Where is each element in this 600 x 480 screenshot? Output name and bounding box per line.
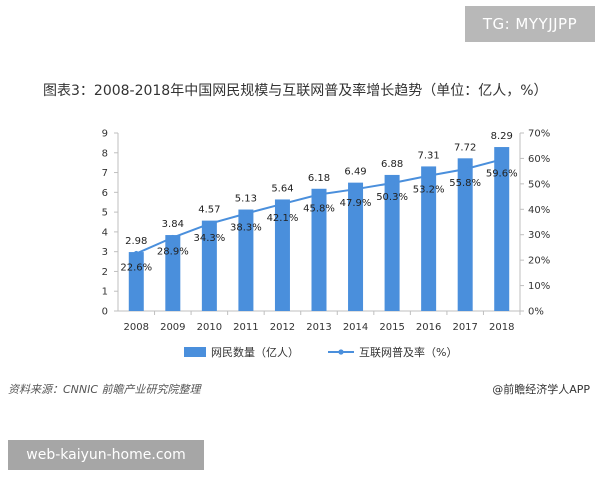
left-axis-tick-label: 6 (102, 188, 108, 199)
watermark-tag-top: TG: MYYJJPP (465, 6, 595, 42)
source-note: 资料来源：CNNIC 前瞻产业研究院整理 (8, 383, 201, 396)
watermark-tag-bottom: web-kaiyun-home.com (8, 440, 204, 470)
bar-value-label: 2.98 (125, 236, 147, 247)
line-value-label: 42.1% (267, 213, 299, 224)
line-value-label: 59.6% (486, 168, 518, 179)
legend-bar-label: 网民数量（亿人） (211, 346, 299, 359)
line-point (279, 201, 286, 207)
bar (348, 182, 364, 311)
left-axis-tick-label: 2 (102, 267, 108, 278)
right-axis-tick-label: 40% (528, 205, 550, 216)
right-axis-tick-label: 30% (528, 230, 550, 241)
line-point (206, 221, 212, 227)
line-value-label: 47.9% (340, 198, 372, 209)
line-point (316, 191, 322, 198)
bar-value-label: 7.72 (454, 142, 476, 153)
left-axis-tick-label: 4 (102, 227, 108, 238)
bar (494, 147, 510, 311)
line-point (133, 250, 139, 257)
right-axis-tick-label: 20% (528, 256, 550, 267)
x-axis-tick-label: 2014 (343, 322, 368, 333)
x-axis-tick-label: 2011 (233, 322, 258, 333)
chart-legend: 网民数量（亿人） 互联网普及率（%） (184, 345, 457, 359)
bar (165, 235, 181, 311)
bar (238, 209, 254, 311)
legend-line-marker (338, 349, 344, 355)
bar (201, 220, 217, 311)
line-series (133, 156, 505, 257)
chart-title: 图表3：2008-2018年中国网民规模与互联网普及率增长趋势（单位：亿人，%） (43, 83, 548, 99)
line-point (499, 156, 505, 163)
x-axis-tick-label: 2015 (379, 322, 404, 333)
x-axis-tick-label: 2012 (270, 322, 295, 333)
right-axis-tick-label: 0% (528, 307, 544, 318)
bar-value-label: 8.29 (491, 131, 513, 142)
line-value-label: 28.9% (157, 247, 189, 258)
bar (274, 199, 290, 311)
bar-value-label: 5.64 (271, 183, 293, 194)
bar-value-label: 6.18 (308, 173, 330, 184)
line-value-label: 55.8% (449, 178, 481, 189)
left-axis-tick-label: 1 (102, 287, 108, 298)
left-axis-tick-label: 0 (102, 307, 108, 318)
x-axis-tick-label: 2017 (452, 322, 477, 333)
x-axis-tick-label: 2016 (416, 322, 441, 333)
left-axis-tick-label: 7 (102, 168, 108, 179)
right-axis-tick-label: 60% (528, 154, 550, 165)
line-value-label: 22.6% (120, 263, 152, 274)
line-value-label: 34.3% (193, 233, 225, 244)
bar (384, 174, 400, 311)
x-axis-tick-label: 2010 (197, 322, 222, 333)
bar (128, 252, 144, 311)
bar (421, 166, 437, 311)
line-value-label: 53.2% (413, 185, 445, 196)
bar-series (128, 147, 510, 311)
line-point (426, 173, 432, 179)
legend-bar-swatch (184, 347, 206, 357)
tick-labels: 0 1 2 3 4 5 6 7 8 9 0% 10% 20% 30% 40% 50% 60% 70% 2008 200… (102, 129, 551, 334)
left-axis-tick-label: 9 (102, 129, 108, 140)
x-axis-tick-label: 2018 (489, 322, 514, 333)
bar-value-label: 6.49 (344, 167, 366, 178)
bar-value-label: 5.13 (235, 194, 257, 205)
x-axis-tick-label: 2008 (124, 322, 149, 333)
line-value-label: 45.8% (303, 204, 335, 215)
line-point (352, 186, 359, 192)
line-point (389, 180, 395, 186)
line-point (170, 234, 176, 241)
line-point (462, 166, 468, 172)
legend-line-label: 互联网普及率（%） (359, 345, 457, 359)
credit-note: @前瞻经济学人APP (492, 383, 590, 396)
line-value-label: 50.3% (376, 192, 408, 203)
line-value-label: 38.3% (230, 223, 262, 234)
line-point (243, 211, 249, 217)
x-axis-tick-label: 2013 (306, 322, 331, 333)
bar-value-label: 4.57 (198, 205, 220, 216)
bar-value-label: 6.88 (381, 159, 403, 170)
data-labels: 2.98 3.84 4.57 5.13 5.64 6.18 6.49 6.88 7.31 7.72… (120, 131, 517, 273)
x-axis-tick-label: 2009 (160, 322, 185, 333)
left-axis-tick-label: 3 (102, 247, 108, 258)
left-axis-tick-label: 8 (102, 148, 108, 159)
right-axis-tick-label: 50% (528, 179, 550, 190)
bar (457, 158, 473, 311)
right-axis-tick-label: 10% (528, 281, 550, 292)
bar (311, 188, 327, 311)
right-axis-tick-label: 70% (528, 129, 550, 140)
bar-value-label: 7.31 (418, 150, 440, 161)
left-axis-tick-label: 5 (102, 208, 108, 219)
bar-value-label: 3.84 (162, 219, 184, 230)
